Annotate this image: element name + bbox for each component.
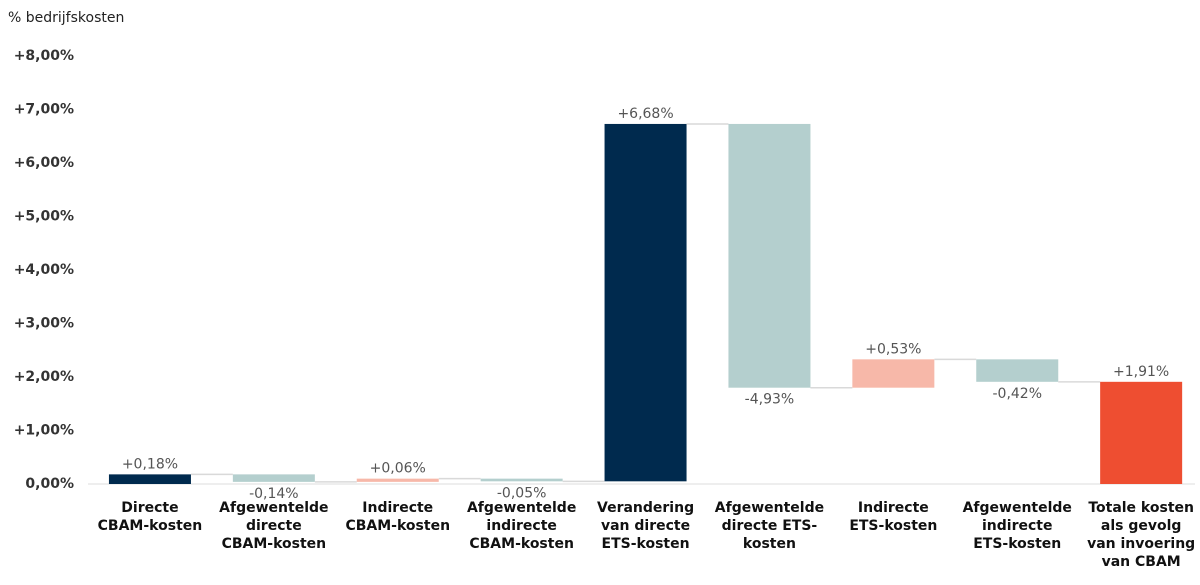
y-tick-label: +2,00% bbox=[14, 369, 74, 385]
x-tick-label-line: ETS-kosten bbox=[973, 536, 1061, 552]
x-tick-label-line: Totale kosten bbox=[1088, 500, 1194, 516]
x-tick-label-line: kosten bbox=[743, 536, 796, 552]
x-tick-label-line: CBAM-kosten bbox=[222, 536, 327, 552]
x-tick-label-line: van directe bbox=[601, 518, 690, 534]
x-tick-label-line: indirecte bbox=[486, 518, 556, 534]
x-tick-label-line: Verandering bbox=[597, 500, 694, 516]
value-label: -0,05% bbox=[497, 485, 547, 501]
x-tick-label: Verandering van directe ETS-kosten bbox=[597, 500, 694, 552]
y-tick-label: +7,00% bbox=[14, 102, 74, 118]
x-tick-label: Indirecte CBAM-kosten bbox=[345, 500, 450, 534]
x-tick-label-line: directe bbox=[246, 518, 302, 534]
value-label: -0,42% bbox=[992, 386, 1042, 402]
value-label: +0,53% bbox=[865, 341, 921, 357]
bar bbox=[356, 478, 439, 482]
value-label: -0,14% bbox=[249, 486, 299, 502]
x-tick-label: Indirecte ETS-kosten bbox=[849, 500, 937, 534]
x-tick-label-line: CBAM-kosten bbox=[98, 518, 203, 534]
value-label: +0,18% bbox=[122, 456, 178, 472]
x-tick-label-line: Afgewentelde bbox=[467, 500, 576, 516]
x-tick-label-line: Afgewentelde bbox=[715, 500, 824, 516]
bar bbox=[976, 359, 1059, 382]
bar bbox=[1100, 381, 1183, 484]
x-tick-label-line: CBAM-kosten bbox=[469, 536, 574, 552]
y-tick-label: +3,00% bbox=[14, 316, 74, 332]
bar bbox=[604, 123, 687, 482]
value-label: +6,68% bbox=[617, 106, 673, 122]
x-tick-label-line: ETS-kosten bbox=[602, 536, 690, 552]
x-tick-label-line: Directe bbox=[121, 500, 178, 516]
x-tick-label-line: Indirecte bbox=[362, 500, 433, 516]
y-tick-label: 0,00% bbox=[25, 476, 74, 492]
x-tick-label: Afgewentelde directe CBAM-kosten bbox=[219, 500, 328, 552]
x-tick-label: Afgewentelde indirecte ETS-kosten bbox=[963, 500, 1072, 552]
x-tick-label-line: van CBAM bbox=[1102, 554, 1181, 570]
bar bbox=[108, 474, 191, 484]
y-tick-label: +5,00% bbox=[14, 209, 74, 225]
y-tick-label: +1,00% bbox=[14, 423, 74, 439]
x-tick-label: Totale kosten als gevolg van invoering van … bbox=[1087, 500, 1195, 570]
bar bbox=[232, 474, 315, 482]
x-tick-label-line: CBAM-kosten bbox=[345, 518, 450, 534]
x-tick-label: Directe CBAM-kosten bbox=[98, 500, 203, 534]
bar bbox=[728, 123, 811, 388]
y-tick-label: +4,00% bbox=[14, 262, 74, 278]
x-tick-label-line: Indirecte bbox=[858, 500, 929, 516]
bar bbox=[852, 359, 935, 388]
value-label: +1,91% bbox=[1113, 364, 1169, 380]
x-tick-label: Afgewentelde directe ETS-kosten bbox=[715, 500, 824, 552]
bar bbox=[480, 478, 563, 482]
y-tick-label: +8,00% bbox=[14, 48, 74, 64]
x-tick-label-line: Afgewentelde bbox=[963, 500, 1072, 516]
x-tick-label: Afgewentelde indirecte CBAM-kosten bbox=[467, 500, 576, 552]
value-label: -4,93% bbox=[745, 392, 795, 408]
y-tick-label: +6,00% bbox=[14, 155, 74, 171]
x-tick-label-line: ETS-kosten bbox=[849, 518, 937, 534]
value-label: +0,06% bbox=[370, 461, 426, 477]
y-axis-label: % bedrijfskosten bbox=[8, 10, 124, 26]
x-tick-label-line: Afgewentelde bbox=[219, 500, 328, 516]
x-tick-label-line: directe ETS- bbox=[722, 518, 818, 534]
x-tick-label-line: indirecte bbox=[982, 518, 1052, 534]
x-tick-label-line: van invoering bbox=[1087, 536, 1195, 552]
x-tick-label-line: als gevolg bbox=[1101, 518, 1182, 534]
